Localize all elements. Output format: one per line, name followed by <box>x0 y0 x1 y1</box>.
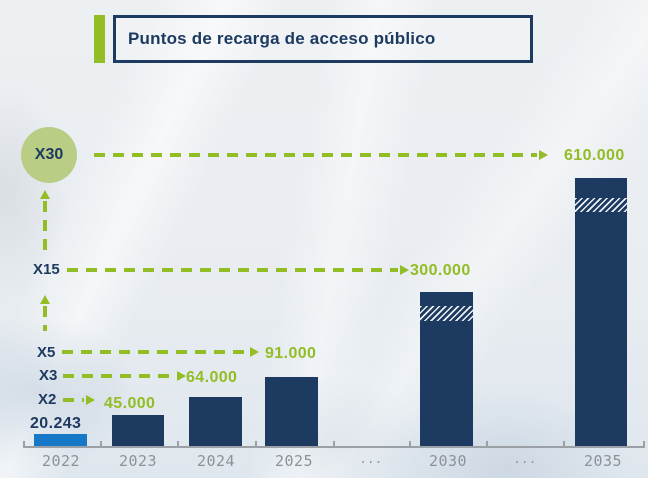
value-label-2024: 64.000 <box>186 369 238 386</box>
arrow-up-x15-to-x30-icon <box>40 190 50 255</box>
title-accent-bar <box>94 15 105 63</box>
x-tick-label-2025: 2025 <box>274 452 314 470</box>
multiplier-label-x15: X15 <box>33 261 60 278</box>
multiplier-label-x5: X5 <box>37 344 56 361</box>
axis-tick <box>409 441 411 446</box>
arrow-x3-to-2024-icon <box>63 371 186 381</box>
multiplier-label-x30: X30 <box>34 146 64 163</box>
page-title: Puntos de recarga de acceso público <box>128 29 436 48</box>
value-label-2030: 300.000 <box>410 262 471 279</box>
bar-2022 <box>34 434 87 446</box>
value-label-2025: 91.000 <box>265 345 317 362</box>
x-tick-label-ellipsis-2: ... <box>513 452 537 466</box>
axis-tick <box>177 441 179 446</box>
arrow-x30-to-2035-icon <box>94 150 548 160</box>
value-label-2022: 20.243 <box>30 415 82 432</box>
arrow-x15-to-2030-icon <box>67 265 409 275</box>
x-axis-line <box>23 441 645 448</box>
x-tick-label-ellipsis-1: ... <box>359 452 383 466</box>
axis-tick <box>486 441 488 446</box>
x-tick-label-2023: 2023 <box>118 452 158 470</box>
bar-2023 <box>112 415 164 446</box>
axis-tick <box>23 441 25 446</box>
value-label-2023: 45.000 <box>104 395 156 412</box>
x-tick-label-2035: 2035 <box>583 452 623 470</box>
multiplier-label-x3: X3 <box>39 367 58 384</box>
axis-tick <box>333 441 335 446</box>
arrow-up-x5-to-x15-icon <box>40 295 50 331</box>
bar-2025 <box>265 377 318 446</box>
hatched-band-2030 <box>420 306 473 321</box>
bar-2035 <box>575 178 627 446</box>
axis-tick <box>255 441 257 446</box>
arrow-x5-to-2025-icon <box>62 347 259 357</box>
x-tick-label-2030: 2030 <box>428 452 468 470</box>
title-box: Puntos de recarga de acceso público <box>113 15 533 63</box>
multiplier-circle-x30: X30 <box>21 127 77 183</box>
bar-2030 <box>420 292 473 446</box>
x-tick-label-2024: 2024 <box>196 452 236 470</box>
axis-tick <box>563 441 565 446</box>
arrow-x2-to-2023-icon <box>63 395 95 405</box>
multiplier-label-x2: X2 <box>38 391 57 408</box>
bar-2024 <box>189 397 242 446</box>
axis-tick <box>643 441 645 446</box>
axis-tick <box>100 441 102 446</box>
value-label-2035: 610.000 <box>564 147 625 164</box>
x-tick-label-2022: 2022 <box>41 452 81 470</box>
hatched-band-2035 <box>575 198 627 212</box>
